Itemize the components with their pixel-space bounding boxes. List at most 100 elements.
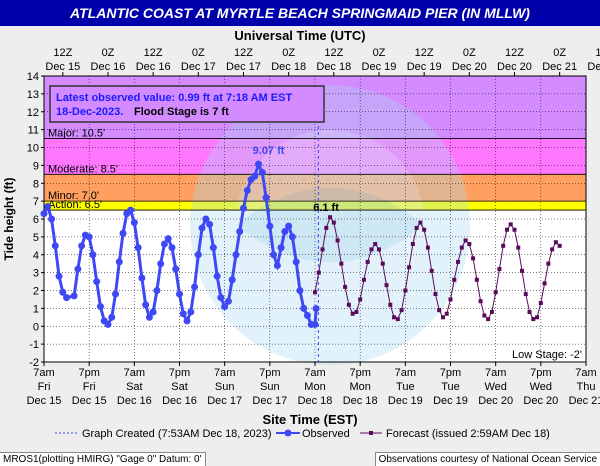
y-tick-label: 6 <box>33 214 39 226</box>
stage-band-0 <box>44 138 586 175</box>
bottom-tick-day: Sat <box>171 381 188 393</box>
forecast-point <box>508 222 513 227</box>
forecast-point <box>471 256 476 261</box>
bottom-tick-day: Wed <box>530 381 552 393</box>
bottom-tick-time: 7pm <box>440 367 461 379</box>
y-tick-label: 5 <box>33 232 39 244</box>
observed-point <box>236 228 244 236</box>
observed-point <box>194 251 202 259</box>
y-tick-label: 11 <box>28 125 39 137</box>
forecast-point <box>324 225 329 230</box>
low-stage-label: Low Stage: -2' <box>512 349 582 361</box>
observed-point <box>168 244 176 252</box>
top-tick-date: Dec 19 <box>407 61 442 73</box>
observed-peak-label: 9.07 ft <box>253 145 285 157</box>
top-tick-date: Dec 16 <box>91 61 126 73</box>
bottom-tick-time: 7am <box>214 367 235 379</box>
observed-point <box>112 290 120 298</box>
forecast-point <box>467 242 472 247</box>
forecast-point <box>313 290 317 295</box>
legend-observed-label: Observed <box>302 428 350 440</box>
bottom-tick-time: 7pm <box>530 367 551 379</box>
bottom-tick-time: 7am <box>575 367 596 379</box>
observed-point <box>312 305 320 313</box>
bottom-tick-time: 7am <box>304 367 325 379</box>
legend-forecast-label: Forecast (issued 2:59AM Dec 18) <box>386 428 550 440</box>
top-tick-date: Dec 18 <box>271 61 306 73</box>
observed-point <box>273 261 281 269</box>
forecast-point <box>542 281 547 286</box>
title-bar <box>0 0 600 26</box>
stage-label-0: Major: 10.5' <box>48 128 105 140</box>
top-tick-date: Dec 21 <box>542 61 577 73</box>
y-tick-label: 13 <box>27 89 39 101</box>
observed-point <box>74 265 82 273</box>
bottom-axis-label: Site Time (EST) <box>262 412 357 427</box>
top-tick-time: 0Z <box>102 47 115 59</box>
observed-point <box>292 258 300 266</box>
forecast-point <box>531 317 536 322</box>
observed-point <box>187 308 195 316</box>
observed-point <box>104 320 112 328</box>
bottom-tick-date: Dec 21 <box>569 395 600 407</box>
bottom-tick-date: Dec 16 <box>162 395 197 407</box>
top-tick-date: Dec 16 <box>136 61 171 73</box>
forecast-point <box>437 308 442 313</box>
forecast-point <box>535 315 540 320</box>
observed-point <box>217 294 225 302</box>
observed-point <box>228 276 236 284</box>
y-tick-label: 14 <box>27 71 39 83</box>
observed-point <box>78 242 86 250</box>
observed-point <box>108 313 116 321</box>
bottom-tick-time: 7am <box>485 367 506 379</box>
observed-point <box>130 219 138 227</box>
info-flood-stage: Flood Stage is 7 ft <box>134 106 229 118</box>
observed-point <box>179 310 187 318</box>
forecast-point <box>452 277 457 282</box>
observed-point <box>63 294 71 302</box>
forecast-point <box>482 313 487 318</box>
observed-point <box>142 301 150 309</box>
top-tick-time: 12Z <box>53 47 72 59</box>
forecast-point <box>354 309 359 314</box>
observed-point <box>258 169 266 177</box>
bottom-tick-day: Tue <box>396 381 415 393</box>
observed-point <box>40 210 48 218</box>
observed-point <box>96 303 104 311</box>
forecast-point <box>456 259 461 264</box>
observed-point <box>153 287 161 294</box>
forecast-point <box>538 301 543 306</box>
forecast-point <box>550 247 555 252</box>
observed-point <box>239 204 247 212</box>
observed-point <box>270 251 278 259</box>
bottom-tick-date: Dec 16 <box>117 395 152 407</box>
top-tick-date: Dec 20 <box>497 61 532 73</box>
observed-point <box>85 233 93 241</box>
observed-point <box>243 186 251 194</box>
observed-point <box>55 272 63 280</box>
top-tick-time: 0Z <box>373 47 386 59</box>
observed-point <box>232 251 240 259</box>
top-tick-time: 0Z <box>463 47 476 59</box>
bottom-tick-time: 7pm <box>169 367 190 379</box>
forecast-point <box>403 288 408 293</box>
forecast-peak-label: 6.1 ft <box>313 202 339 214</box>
observed-point <box>115 258 123 266</box>
bottom-tick-day: Sat <box>126 381 143 393</box>
bottom-tick-date: Dec 19 <box>433 395 468 407</box>
stage-label-1: Moderate: 8.5' <box>48 163 118 175</box>
forecast-point <box>557 243 562 248</box>
observed-point <box>172 265 180 273</box>
forecast-point <box>516 245 521 250</box>
bottom-tick-time: 7pm <box>78 367 99 379</box>
bottom-tick-day: Fri <box>83 381 96 393</box>
forecast-point <box>444 311 449 316</box>
top-tick-date: Dec 15 <box>45 61 80 73</box>
observed-point <box>198 224 206 232</box>
y-axis-label: Tide height (ft) <box>2 177 16 260</box>
bottom-tick-time: 7am <box>33 367 54 379</box>
observed-point <box>70 292 78 300</box>
info-latest-date: 18-Dec-2023. <box>56 106 123 118</box>
y-tick-label: -1 <box>29 339 39 351</box>
